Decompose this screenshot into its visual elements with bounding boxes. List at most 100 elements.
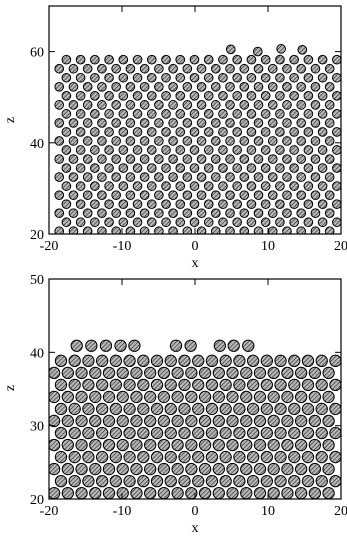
- particle: [168, 190, 178, 200]
- particle: [275, 145, 285, 155]
- particle: [219, 450, 232, 464]
- particle: [282, 154, 292, 164]
- particle: [75, 127, 86, 137]
- particle: [210, 226, 221, 234]
- particle: [294, 462, 308, 476]
- particle: [324, 136, 335, 146]
- particle: [68, 226, 79, 234]
- particle: [310, 226, 321, 234]
- particle: [130, 486, 143, 499]
- particle: [116, 390, 129, 404]
- particle: [61, 217, 72, 228]
- particle: [137, 474, 150, 488]
- particle: [185, 462, 198, 476]
- particle: [75, 438, 88, 452]
- particle: [95, 450, 109, 464]
- particle: [246, 145, 257, 155]
- particle: [70, 339, 83, 352]
- particle: [104, 127, 114, 137]
- particle: [253, 390, 267, 404]
- particle: [161, 181, 171, 191]
- particle: [54, 378, 68, 392]
- particle: [267, 208, 278, 219]
- particle: [116, 462, 129, 476]
- particle: [296, 190, 307, 200]
- particle: [82, 426, 95, 440]
- particle: [169, 339, 183, 352]
- particle: [260, 91, 271, 101]
- particle: [146, 217, 157, 228]
- particle: [232, 109, 243, 119]
- x-tick-label: 20: [334, 504, 347, 519]
- particle: [281, 486, 294, 499]
- particle: [196, 118, 207, 128]
- particle: [317, 145, 328, 155]
- particle: [310, 208, 321, 219]
- particle: [68, 190, 79, 200]
- particle: [296, 136, 307, 146]
- particle: [246, 217, 257, 228]
- particle: [225, 208, 235, 219]
- particle: [146, 181, 157, 191]
- particles-bottom: [49, 339, 341, 499]
- particle: [118, 181, 129, 191]
- particle: [246, 450, 260, 464]
- particle: [198, 390, 212, 404]
- particle: [225, 154, 235, 164]
- particle: [95, 354, 109, 367]
- particle: [175, 91, 186, 101]
- particle: [132, 163, 143, 173]
- particle: [90, 54, 100, 65]
- particle: [54, 426, 68, 440]
- particle: [189, 217, 200, 228]
- particle: [146, 145, 157, 155]
- particle: [303, 199, 314, 210]
- particle: [125, 208, 136, 219]
- particle: [146, 199, 157, 210]
- particle: [139, 81, 150, 92]
- particle: [329, 450, 341, 464]
- particle: [175, 127, 186, 137]
- particle: [282, 136, 292, 146]
- particle: [317, 91, 328, 101]
- particle: [125, 226, 136, 234]
- particle: [137, 426, 150, 440]
- particle: [196, 154, 207, 164]
- particle: [54, 354, 68, 367]
- particle: [125, 81, 136, 92]
- particle: [281, 438, 294, 452]
- particle: [218, 217, 228, 228]
- particle: [310, 100, 321, 110]
- particle: [210, 100, 221, 110]
- particle: [132, 91, 143, 101]
- particle: [192, 378, 205, 392]
- particle: [68, 81, 79, 92]
- particle: [175, 109, 186, 119]
- particle: [192, 450, 205, 464]
- particle: [218, 181, 228, 191]
- particle: [161, 54, 171, 65]
- particle: [301, 378, 315, 392]
- particle: [232, 181, 243, 191]
- particle: [150, 378, 164, 392]
- particle: [192, 426, 205, 440]
- particle: [125, 100, 136, 110]
- particle: [116, 438, 129, 452]
- particle: [294, 414, 308, 428]
- particle: [198, 366, 212, 380]
- particle: [49, 414, 61, 428]
- particle: [260, 181, 271, 191]
- particle: [182, 136, 193, 146]
- particle: [189, 91, 200, 101]
- particle: [233, 378, 246, 392]
- particle: [226, 486, 239, 499]
- particle: [82, 378, 95, 392]
- particle: [322, 486, 335, 499]
- y-axis-label-bottom: z: [3, 385, 18, 391]
- particle: [253, 414, 267, 428]
- particle: [189, 109, 200, 119]
- particle: [118, 54, 129, 65]
- x-axis-label-bottom: x: [192, 521, 199, 536]
- particle: [297, 44, 308, 55]
